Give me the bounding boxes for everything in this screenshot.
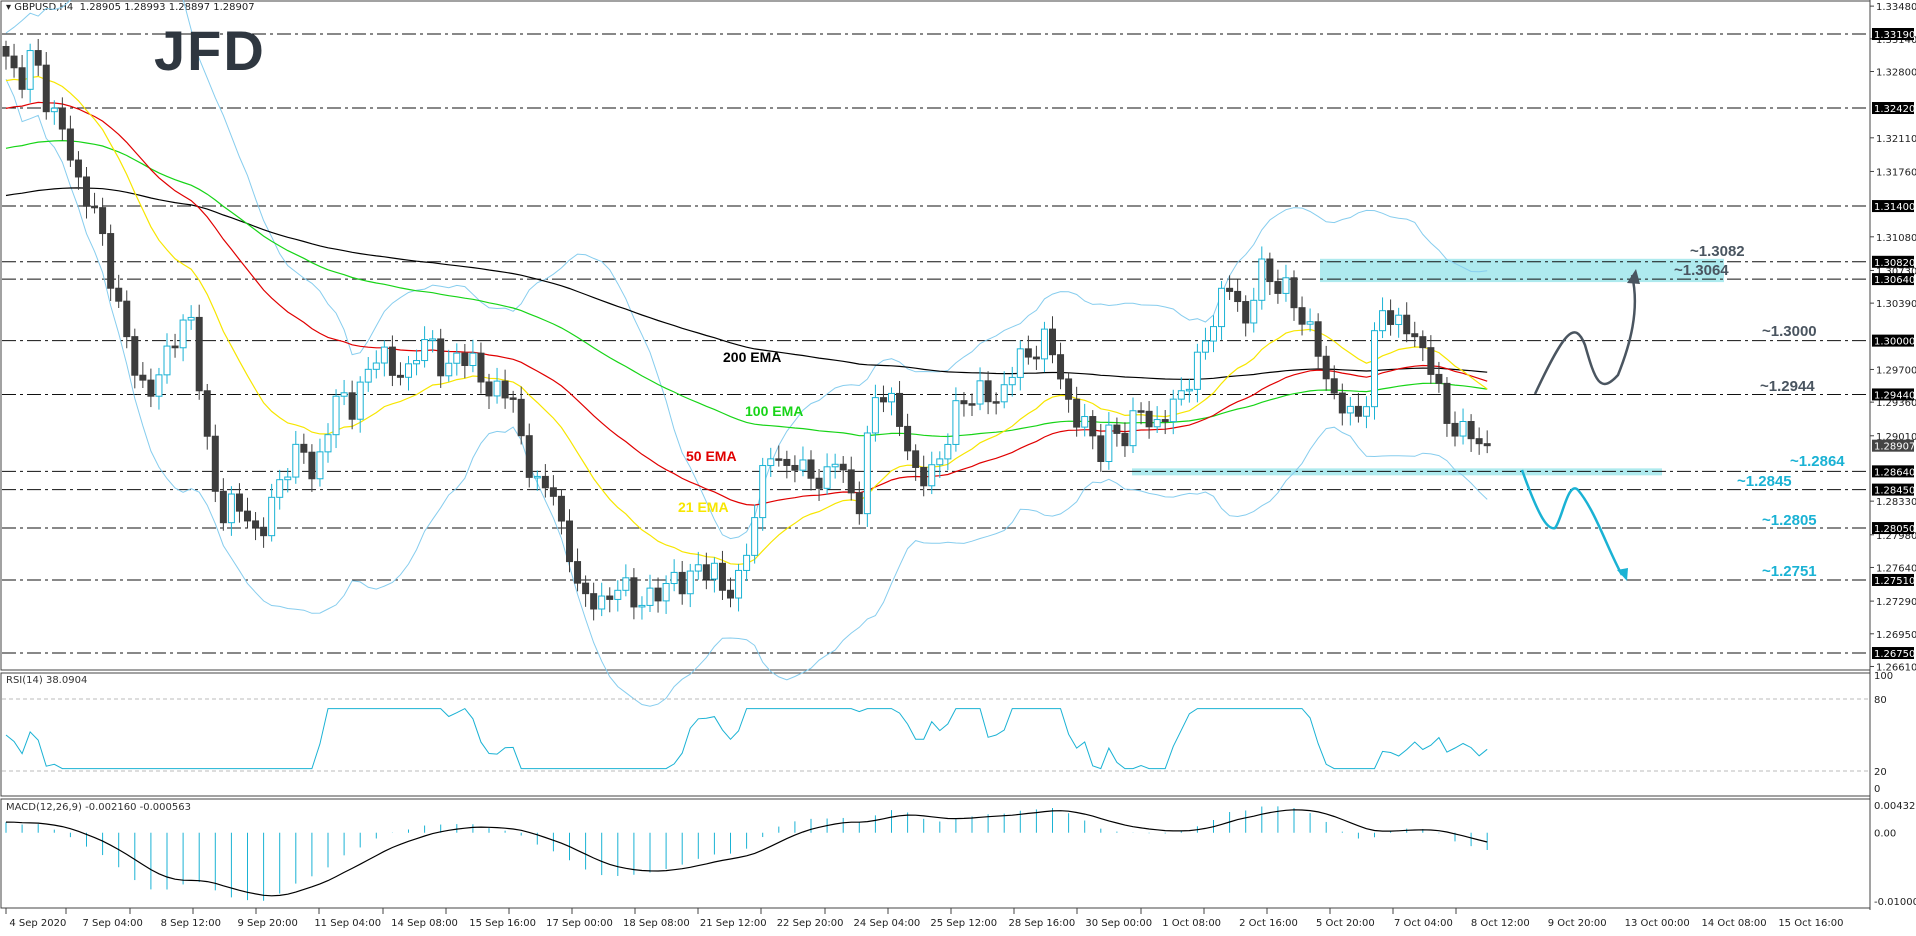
macd-label: MACD(12,26,9) -0.002160 -0.000563: [6, 802, 191, 813]
level-label: ~1.2944: [1760, 378, 1815, 395]
svg-text:1.28907: 1.28907: [1874, 442, 1915, 453]
svg-text:9 Sep 20:00: 9 Sep 20:00: [237, 918, 297, 929]
svg-text:1.27640: 1.27640: [1876, 563, 1916, 574]
svg-text:1.28050: 1.28050: [1874, 524, 1915, 535]
ema-label: 50 EMA: [686, 448, 737, 464]
svg-text:1.27290: 1.27290: [1876, 597, 1916, 608]
svg-text:1.32110: 1.32110: [1876, 134, 1916, 145]
svg-text:2 Oct 16:00: 2 Oct 16:00: [1239, 918, 1298, 929]
svg-text:18 Sep 08:00: 18 Sep 08:00: [623, 918, 690, 929]
candles: [2, 38, 1491, 621]
level-label: ~1.3000: [1762, 323, 1817, 340]
svg-text:1.31400: 1.31400: [1874, 202, 1915, 213]
svg-text:15 Sep 16:00: 15 Sep 16:00: [469, 918, 536, 929]
svg-text:30 Sep 00:00: 30 Sep 00:00: [1085, 918, 1152, 929]
rsi-label: RSI(14) 38.0904: [6, 675, 88, 686]
level-label: ~1.2805: [1762, 512, 1817, 529]
svg-text:14 Sep 08:00: 14 Sep 08:00: [391, 918, 458, 929]
svg-text:14 Oct 08:00: 14 Oct 08:00: [1701, 918, 1766, 929]
svg-text:80: 80: [1874, 695, 1887, 706]
svg-text:0.00: 0.00: [1874, 829, 1896, 840]
logo-text: JFD: [154, 19, 266, 82]
svg-text:1.33480: 1.33480: [1876, 2, 1916, 13]
svg-text:1.30640: 1.30640: [1874, 275, 1915, 286]
svg-text:15 Oct 16:00: 15 Oct 16:00: [1778, 918, 1843, 929]
svg-text:28 Sep 16:00: 28 Sep 16:00: [1009, 918, 1076, 929]
svg-text:1.30000: 1.30000: [1874, 337, 1915, 348]
svg-text:1.33190: 1.33190: [1874, 30, 1915, 41]
main-panel-border: [0, 0, 1871, 671]
horizontal-levels: [2, 33, 1869, 654]
level-label: ~1.3082: [1690, 243, 1745, 260]
svg-text:1.30730: 1.30730: [1876, 266, 1916, 277]
svg-text:1.29360: 1.29360: [1876, 398, 1916, 409]
svg-text:9 Oct 20:00: 9 Oct 20:00: [1548, 918, 1607, 929]
ema-lines: [5, 75, 1488, 566]
svg-text:20: 20: [1874, 767, 1887, 778]
ema-label: 100 EMA: [745, 403, 803, 419]
svg-text:1.27980: 1.27980: [1876, 531, 1916, 542]
svg-text:24 Sep 04:00: 24 Sep 04:00: [854, 918, 921, 929]
ema-label: 21 EMA: [678, 499, 729, 515]
level-label: ~1.3064: [1674, 262, 1729, 279]
svg-text:1.33140: 1.33140: [1876, 35, 1916, 46]
svg-text:1.28330: 1.28330: [1876, 497, 1916, 508]
svg-text:25 Sep 12:00: 25 Sep 12:00: [930, 918, 997, 929]
level-label: ~1.2751: [1762, 563, 1817, 580]
svg-text:21 Sep 12:00: 21 Sep 12:00: [700, 918, 767, 929]
svg-text:1.26950: 1.26950: [1876, 630, 1916, 641]
svg-text:100: 100: [1874, 671, 1893, 682]
chart-header: ▾ GBPUSD,H4 1.28905 1.28993 1.28897 1.28…: [6, 2, 255, 13]
svg-text:1.28640: 1.28640: [1874, 467, 1915, 478]
svg-text:8 Oct 12:00: 8 Oct 12:00: [1471, 918, 1530, 929]
svg-text:1.30390: 1.30390: [1876, 299, 1916, 310]
macd-panel: 0.004328 0.00 -0.010001: [5, 801, 1916, 908]
svg-text:8 Sep 12:00: 8 Sep 12:00: [161, 918, 221, 929]
svg-text:1 Oct 08:00: 1 Oct 08:00: [1162, 918, 1221, 929]
ema-label: 200 EMA: [723, 349, 781, 365]
collapse-triangle-icon[interactable]: ▾: [6, 2, 12, 13]
level-label: ~1.2864: [1790, 453, 1845, 470]
rsi-panel: 100 80 20 0: [2, 671, 1893, 795]
svg-text:7 Sep 04:00: 7 Sep 04:00: [83, 918, 143, 929]
svg-text:1.32800: 1.32800: [1876, 67, 1916, 78]
symbol-label: GBPUSD,H4: [14, 2, 74, 13]
svg-text:1.31760: 1.31760: [1876, 167, 1916, 178]
price-axis: 1.33480 1.33140 1.32800 1.32110 1.31760 1.310…: [1869, 0, 1916, 910]
svg-text:1.32420: 1.32420: [1874, 104, 1915, 115]
svg-text:4 Sep 2020: 4 Sep 2020: [9, 918, 66, 929]
macd-panel-border: [0, 798, 1871, 909]
svg-text:17 Sep 00:00: 17 Sep 00:00: [546, 918, 613, 929]
svg-text:1.29440: 1.29440: [1874, 390, 1915, 401]
ohlc-values: 1.28905 1.28993 1.28897 1.28907: [79, 2, 255, 13]
svg-text:7 Oct 04:00: 7 Oct 04:00: [1394, 918, 1453, 929]
jfd-logo: JFD: [154, 19, 266, 82]
svg-text:1.27510: 1.27510: [1874, 576, 1915, 587]
svg-text:0: 0: [1874, 784, 1880, 795]
svg-text:1.28450: 1.28450: [1874, 486, 1915, 497]
level-label: ~1.2845: [1737, 473, 1792, 490]
annotations: ~1.3082 ~1.3064 ~1.3000 ~1.2944 ~1.2864 ~1.28…: [678, 243, 1845, 581]
svg-text:1.31080: 1.31080: [1876, 233, 1916, 244]
bollinger-bands: [5, 0, 1488, 707]
svg-text:1.29700: 1.29700: [1876, 365, 1916, 376]
svg-text:11 Sep 04:00: 11 Sep 04:00: [314, 918, 381, 929]
svg-text:1.30820: 1.30820: [1874, 258, 1915, 269]
svg-text:22 Sep 20:00: 22 Sep 20:00: [777, 918, 844, 929]
svg-text:1.26610: 1.26610: [1876, 662, 1916, 673]
rsi-panel-border: [0, 672, 1871, 797]
svg-text:1.26750: 1.26750: [1874, 649, 1915, 660]
time-axis: 4 Sep 2020 7 Sep 04:00 8 Sep 12:00 9 Sep 20…: [5, 908, 1844, 929]
svg-text:-0.010001: -0.010001: [1874, 897, 1916, 908]
svg-text:1.29010: 1.29010: [1876, 432, 1916, 443]
svg-text:0.004328: 0.004328: [1874, 801, 1916, 812]
svg-text:5 Oct 20:00: 5 Oct 20:00: [1316, 918, 1375, 929]
svg-text:13 Oct 00:00: 13 Oct 00:00: [1625, 918, 1690, 929]
